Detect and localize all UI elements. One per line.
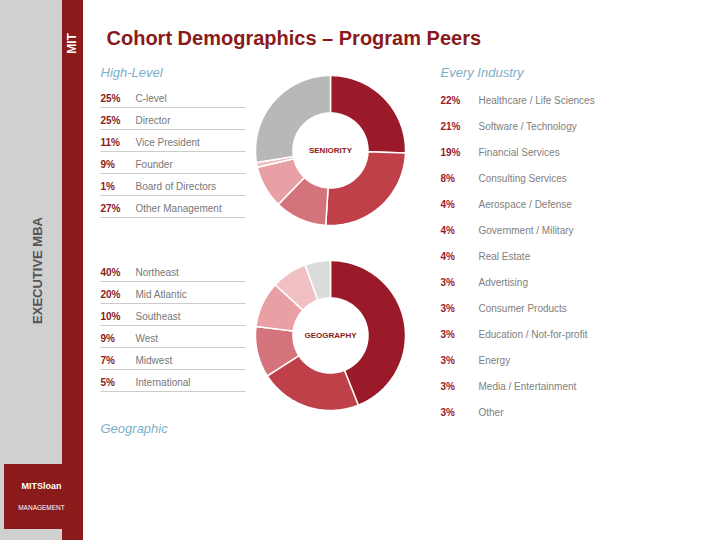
svg-text:7%: 7%	[101, 355, 116, 366]
svg-text:Advertising: Advertising	[479, 277, 528, 288]
svg-text:High-Level: High-Level	[101, 65, 164, 80]
svg-text:25%: 25%	[101, 93, 121, 104]
svg-text:C-level: C-level	[136, 93, 167, 104]
svg-text:Aerospace / Defense: Aerospace / Defense	[479, 199, 573, 210]
svg-text:Consulting Services: Consulting Services	[479, 173, 567, 184]
svg-text:Every Industry: Every Industry	[441, 65, 526, 80]
svg-text:MANAGEMENT: MANAGEMENT	[18, 504, 65, 511]
svg-text:Mid Atlantic: Mid Atlantic	[136, 289, 187, 300]
svg-text:3%: 3%	[441, 303, 456, 314]
svg-text:International: International	[136, 377, 191, 388]
svg-text:Founder: Founder	[136, 159, 174, 170]
svg-text:10%: 10%	[101, 311, 121, 322]
svg-text:Southeast: Southeast	[136, 311, 181, 322]
svg-text:9%: 9%	[101, 159, 116, 170]
svg-text:GEOGRAPHY: GEOGRAPHY	[304, 331, 357, 340]
svg-text:Other: Other	[479, 407, 505, 418]
svg-text:11%: 11%	[101, 137, 121, 148]
svg-text:SENIORITY: SENIORITY	[309, 146, 353, 155]
svg-text:Cohort Demographics – Program: Cohort Demographics – Program Peers	[107, 27, 482, 49]
svg-text:8%: 8%	[441, 173, 456, 184]
svg-text:MIT: MIT	[65, 33, 79, 54]
svg-text:40%: 40%	[101, 267, 121, 278]
svg-text:19%: 19%	[441, 147, 461, 158]
svg-text:27%: 27%	[101, 203, 121, 214]
svg-text:9%: 9%	[101, 333, 116, 344]
svg-text:Media / Entertainment: Media / Entertainment	[479, 381, 577, 392]
svg-text:Education / Not-for-profit: Education / Not-for-profit	[479, 329, 588, 340]
svg-text:Government / Military: Government / Military	[479, 225, 574, 236]
svg-text:Financial Services: Financial Services	[479, 147, 560, 158]
svg-text:West: West	[136, 333, 159, 344]
svg-text:Other Management: Other Management	[136, 203, 222, 214]
svg-text:21%: 21%	[441, 121, 461, 132]
svg-text:25%: 25%	[101, 115, 121, 126]
svg-text:3%: 3%	[441, 277, 456, 288]
svg-text:Midwest: Midwest	[136, 355, 173, 366]
svg-text:4%: 4%	[441, 251, 456, 262]
svg-text:Director: Director	[136, 115, 172, 126]
svg-text:Vice President: Vice President	[136, 137, 201, 148]
svg-text:Consumer Products: Consumer Products	[479, 303, 567, 314]
svg-text:22%: 22%	[441, 95, 461, 106]
svg-text:20%: 20%	[101, 289, 121, 300]
svg-text:MITSloan: MITSloan	[22, 481, 62, 491]
svg-text:4%: 4%	[441, 225, 456, 236]
svg-text:Northeast: Northeast	[136, 267, 180, 278]
svg-text:Energy: Energy	[479, 355, 511, 366]
svg-text:3%: 3%	[441, 329, 456, 340]
svg-text:1%: 1%	[101, 181, 116, 192]
svg-text:3%: 3%	[441, 381, 456, 392]
svg-text:Software / Technology: Software / Technology	[479, 121, 577, 132]
svg-text:EXECUTIVE MBA: EXECUTIVE MBA	[30, 216, 45, 324]
svg-text:Board of Directors: Board of Directors	[136, 181, 217, 192]
svg-text:5%: 5%	[101, 377, 116, 388]
svg-text:Real Estate: Real Estate	[479, 251, 531, 262]
svg-text:3%: 3%	[441, 355, 456, 366]
svg-text:Healthcare / Life Sciences: Healthcare / Life Sciences	[479, 95, 595, 106]
svg-text:4%: 4%	[441, 199, 456, 210]
svg-text:3%: 3%	[441, 407, 456, 418]
svg-text:Geographic: Geographic	[101, 421, 169, 436]
